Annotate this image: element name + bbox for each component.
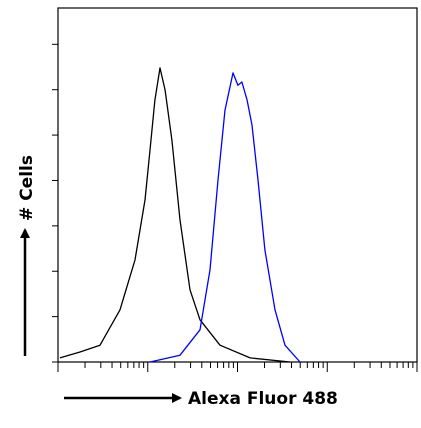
- y-axis-label: # Cells: [17, 155, 37, 221]
- x-axis-label: Alexa Fluor 488: [188, 389, 338, 409]
- plot-frame: [57, 7, 418, 363]
- histogram-line: [149, 72, 301, 363]
- histogram-line: [59, 67, 291, 363]
